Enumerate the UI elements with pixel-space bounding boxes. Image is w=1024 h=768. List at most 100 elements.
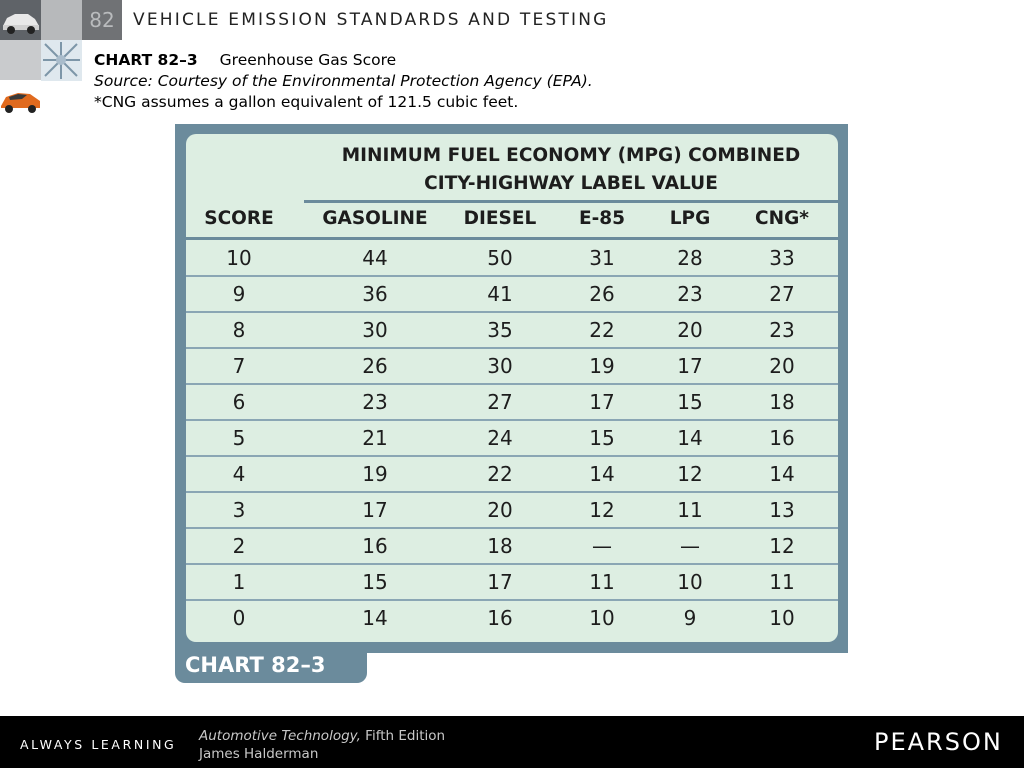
table-cell: 13 bbox=[769, 498, 795, 522]
table-cell: 19 bbox=[362, 462, 388, 486]
table-cell: 4 bbox=[232, 462, 246, 486]
table-cell: 17 bbox=[589, 390, 615, 414]
table-cell: 17 bbox=[677, 354, 703, 378]
table-cell: 33 bbox=[769, 246, 795, 270]
table-cell: 2 bbox=[232, 534, 246, 558]
row-divider bbox=[186, 383, 838, 385]
column-header: CNG* bbox=[755, 208, 809, 229]
column-header: GASOLINE bbox=[322, 208, 428, 229]
table-cell: 31 bbox=[589, 246, 615, 270]
table-row: 5 21 24 15 14 16 bbox=[186, 420, 838, 456]
table-cell: 18 bbox=[487, 534, 513, 558]
table-cell: 10 bbox=[589, 606, 615, 630]
engine-part-thumbnail-image bbox=[41, 40, 82, 81]
table-cell: 16 bbox=[769, 426, 795, 450]
decorative-block bbox=[41, 0, 82, 40]
book-title: Automotive Technology, bbox=[199, 728, 361, 744]
table-cell: 10 bbox=[226, 246, 252, 270]
table-cell: 9 bbox=[232, 282, 246, 306]
table-cell: 21 bbox=[362, 426, 388, 450]
table-cell: 12 bbox=[589, 498, 615, 522]
table-cell: 15 bbox=[589, 426, 615, 450]
row-divider bbox=[186, 455, 838, 457]
table-cell: 17 bbox=[362, 498, 388, 522]
table-cell: 28 bbox=[677, 246, 703, 270]
table-cell: 27 bbox=[769, 282, 795, 306]
table-cell: 23 bbox=[677, 282, 703, 306]
row-divider bbox=[186, 599, 838, 601]
decorative-block bbox=[0, 40, 41, 80]
table-cell: 23 bbox=[769, 318, 795, 342]
table-cell: 10 bbox=[769, 606, 795, 630]
sports-car-thumbnail-image bbox=[0, 80, 41, 120]
table-cell: — bbox=[592, 534, 612, 558]
table-cell: 15 bbox=[362, 570, 388, 594]
table-cell: 5 bbox=[232, 426, 246, 450]
footer-bar bbox=[0, 716, 1024, 768]
chart-caption-label: CHART 82–3 bbox=[94, 51, 198, 69]
book-author: James Halderman bbox=[199, 746, 319, 762]
table-cell: 14 bbox=[362, 606, 388, 630]
row-divider bbox=[186, 527, 838, 529]
column-header: E-85 bbox=[578, 208, 626, 229]
table-cell: 35 bbox=[487, 318, 513, 342]
chart-tab-label: CHART 82–3 bbox=[175, 650, 367, 683]
chapter-number: 82 bbox=[82, 0, 122, 40]
table-cell: 50 bbox=[487, 246, 513, 270]
table-row: 2 16 18 — — 12 bbox=[186, 528, 838, 564]
table-cell: 15 bbox=[677, 390, 703, 414]
table-cell: 14 bbox=[677, 426, 703, 450]
table-row: 9 36 41 26 23 27 bbox=[186, 276, 838, 312]
column-header: SCORE bbox=[204, 208, 274, 229]
table-cell: 16 bbox=[487, 606, 513, 630]
table-cell: 8 bbox=[232, 318, 246, 342]
chart-panel bbox=[186, 134, 838, 642]
table-cell: 9 bbox=[683, 606, 697, 630]
header-bottom-rule bbox=[186, 237, 838, 240]
table-cell: 20 bbox=[487, 498, 513, 522]
table-cell: 26 bbox=[362, 354, 388, 378]
table-header-subtitle: CITY-HIGHWAY LABEL VALUE bbox=[424, 173, 718, 194]
header-divider bbox=[304, 200, 838, 203]
table-cell: 22 bbox=[589, 318, 615, 342]
table-row: 8 30 35 22 20 23 bbox=[186, 312, 838, 348]
table-cell: 1 bbox=[232, 570, 246, 594]
table-cell: 41 bbox=[487, 282, 513, 306]
table-cell: 12 bbox=[769, 534, 795, 558]
table-cell: 36 bbox=[362, 282, 388, 306]
table-cell: 10 bbox=[677, 570, 703, 594]
table-cell: 30 bbox=[487, 354, 513, 378]
table-cell: 11 bbox=[589, 570, 615, 594]
table-row: 10 44 50 31 28 33 bbox=[186, 240, 838, 276]
table-cell: 12 bbox=[677, 462, 703, 486]
row-divider bbox=[186, 419, 838, 421]
table-header-title: MINIMUM FUEL ECONOMY (MPG) COMBINED bbox=[341, 145, 801, 166]
table-cell: 22 bbox=[487, 462, 513, 486]
table-cell: 11 bbox=[677, 498, 703, 522]
chart-source: Source: Courtesy of the Environmental Pr… bbox=[94, 72, 593, 90]
publisher-logo: PEARSON bbox=[874, 728, 1003, 756]
row-divider bbox=[186, 563, 838, 565]
column-header: DIESEL bbox=[463, 208, 537, 229]
table-cell: 7 bbox=[232, 354, 246, 378]
row-divider bbox=[186, 275, 838, 277]
table-cell: 14 bbox=[589, 462, 615, 486]
table-cell: 20 bbox=[769, 354, 795, 378]
chart-caption-title: Greenhouse Gas Score bbox=[219, 51, 397, 69]
table-row: 4 19 22 14 12 14 bbox=[186, 456, 838, 492]
row-divider bbox=[186, 347, 838, 349]
book-info: Automotive Technology, Fifth Edition bbox=[199, 728, 445, 744]
table-cell: 14 bbox=[769, 462, 795, 486]
table-cell: 6 bbox=[232, 390, 246, 414]
running-title: VEHICLE EMISSION STANDARDS AND TESTING bbox=[133, 10, 609, 30]
book-edition: Fifth Edition bbox=[365, 728, 446, 744]
column-header: LPG bbox=[669, 208, 711, 229]
chart-caption-line: CHART 82–3 Greenhouse Gas Score bbox=[94, 51, 396, 69]
row-divider bbox=[186, 491, 838, 493]
table-cell: 19 bbox=[589, 354, 615, 378]
table-cell: — bbox=[680, 534, 700, 558]
table-cell: 0 bbox=[232, 606, 246, 630]
chart-footnote: *CNG assumes a gallon equivalent of 121.… bbox=[94, 93, 519, 111]
table-row: 7 26 30 19 17 20 bbox=[186, 348, 838, 384]
table-cell: 16 bbox=[362, 534, 388, 558]
